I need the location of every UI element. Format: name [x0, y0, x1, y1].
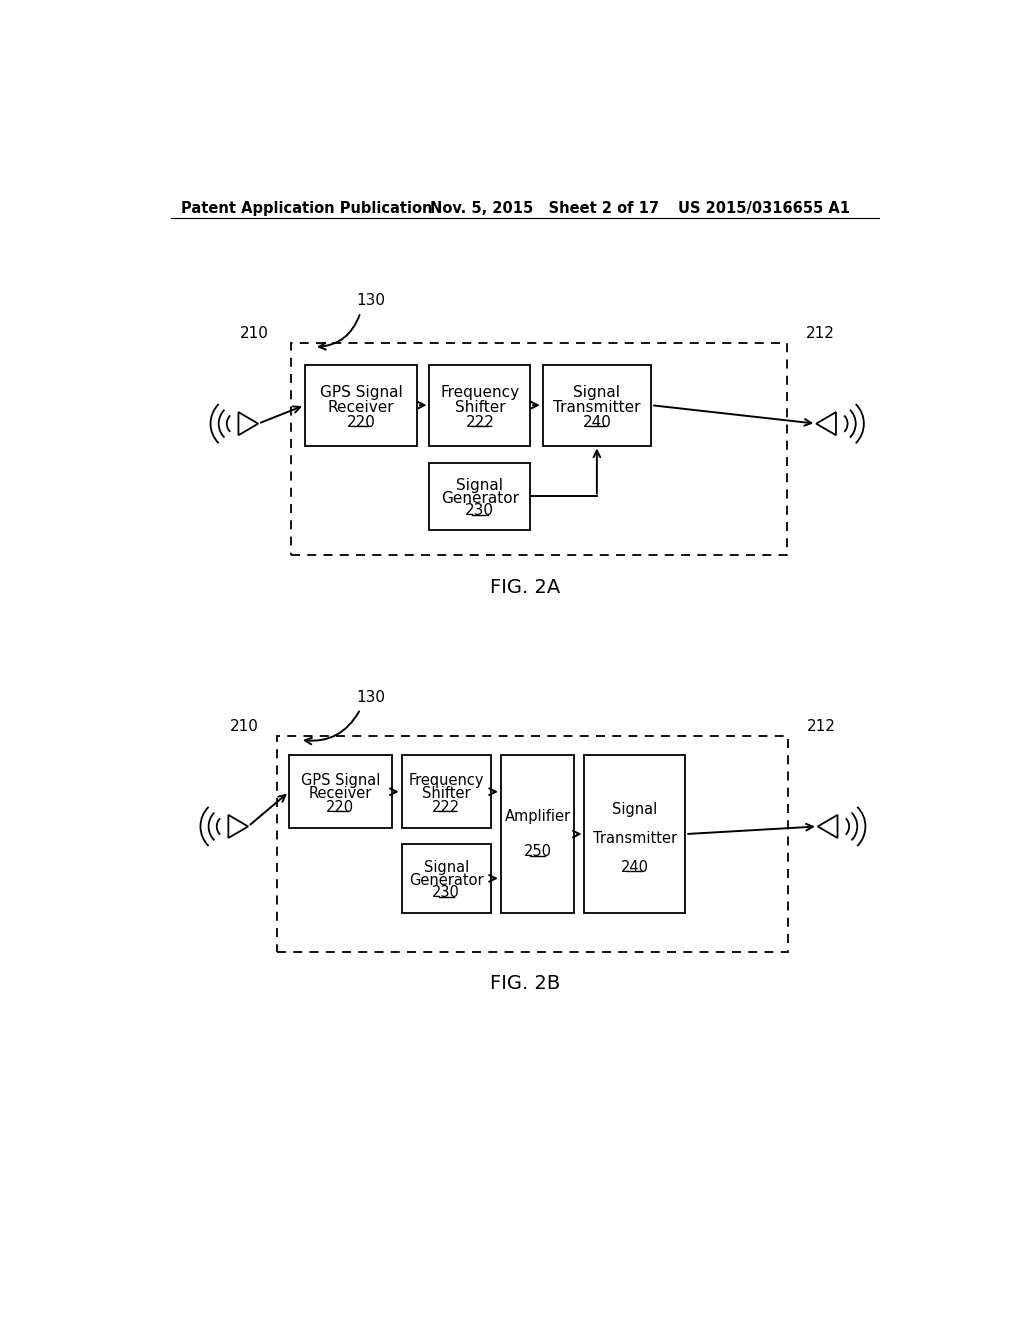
- Text: FIG. 2B: FIG. 2B: [489, 974, 560, 994]
- Text: GPS Signal: GPS Signal: [319, 385, 402, 400]
- Text: Frequency: Frequency: [440, 385, 519, 400]
- Text: Shifter: Shifter: [422, 787, 470, 801]
- Text: 240: 240: [621, 859, 649, 875]
- Bar: [305, 364, 417, 446]
- Text: 222: 222: [466, 414, 495, 430]
- Bar: [401, 755, 490, 829]
- Text: Transmitter: Transmitter: [593, 832, 677, 846]
- Bar: [289, 755, 391, 829]
- Bar: [429, 462, 530, 531]
- Text: Transmitter: Transmitter: [553, 400, 641, 414]
- Text: 230: 230: [465, 503, 495, 519]
- Text: Frequency: Frequency: [409, 774, 484, 788]
- Text: 250: 250: [523, 845, 552, 859]
- Text: Receiver: Receiver: [308, 787, 372, 801]
- Bar: [501, 755, 574, 913]
- Text: 220: 220: [327, 800, 354, 814]
- Bar: [276, 737, 788, 952]
- Bar: [401, 843, 490, 913]
- Text: US 2015/0316655 A1: US 2015/0316655 A1: [678, 201, 850, 216]
- Text: 130: 130: [356, 293, 386, 309]
- Text: 222: 222: [432, 800, 460, 814]
- Text: Generator: Generator: [409, 873, 483, 888]
- Text: 212: 212: [806, 326, 835, 342]
- Text: Signal: Signal: [457, 478, 504, 494]
- Text: GPS Signal: GPS Signal: [301, 774, 380, 788]
- Bar: [585, 755, 685, 913]
- Text: Patent Application Publication: Patent Application Publication: [180, 201, 432, 216]
- Bar: [291, 343, 786, 554]
- Text: 212: 212: [807, 719, 836, 734]
- Text: 220: 220: [346, 414, 376, 430]
- Text: Shifter: Shifter: [455, 400, 505, 414]
- Text: Amplifier: Amplifier: [505, 809, 570, 824]
- Text: Receiver: Receiver: [328, 400, 394, 414]
- Text: Signal: Signal: [573, 385, 621, 400]
- Text: 240: 240: [583, 414, 611, 430]
- Text: FIG. 2A: FIG. 2A: [489, 578, 560, 597]
- Text: Signal: Signal: [424, 861, 469, 875]
- Bar: [429, 364, 530, 446]
- Bar: [543, 364, 651, 446]
- Text: 210: 210: [229, 719, 259, 734]
- Text: Generator: Generator: [441, 491, 519, 506]
- Text: Nov. 5, 2015   Sheet 2 of 17: Nov. 5, 2015 Sheet 2 of 17: [430, 201, 659, 216]
- Text: 210: 210: [240, 326, 268, 342]
- Text: 130: 130: [356, 690, 386, 705]
- Text: 230: 230: [432, 886, 460, 900]
- Text: Signal: Signal: [612, 803, 657, 817]
